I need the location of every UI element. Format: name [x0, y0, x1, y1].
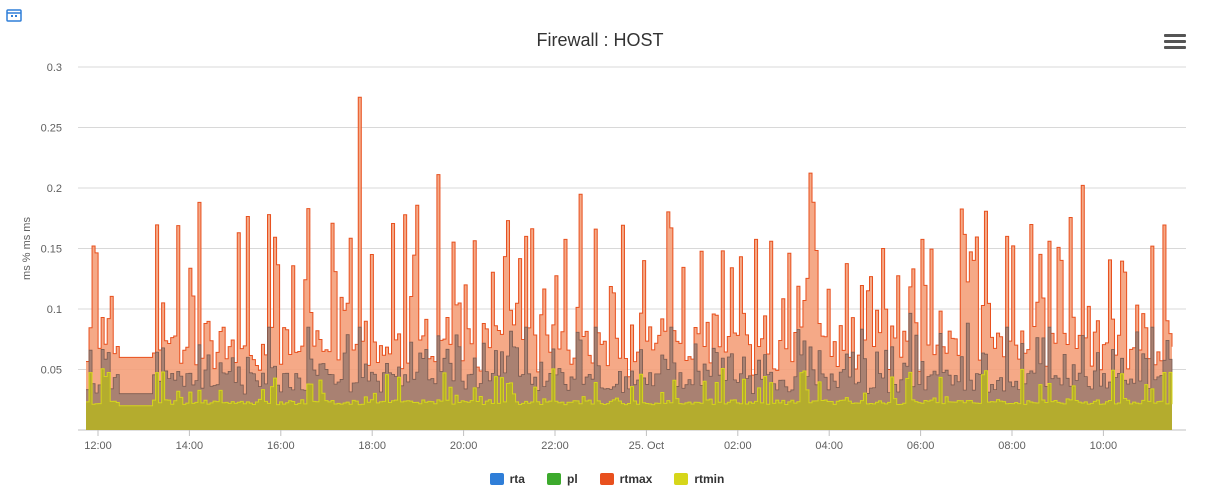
series-rtmax-area [86, 97, 1172, 430]
y-tick-label: 0.15 [41, 244, 62, 256]
legend-item-rtmax[interactable]: rtmax [599, 472, 653, 486]
x-tick-label: 08:00 [998, 440, 1026, 452]
x-tick-label: 12:00 [84, 440, 112, 452]
legend: rta pl rtmax rtmin [0, 472, 1214, 486]
x-tick-label: 20:00 [450, 440, 478, 452]
x-tick-label: 06:00 [907, 440, 935, 452]
x-tick-label: 02:00 [724, 440, 752, 452]
y-tick-label: 0.3 [47, 62, 62, 74]
x-tick-label: 16:00 [267, 440, 295, 452]
legend-label: pl [566, 472, 578, 486]
legend-label: rtmax [619, 472, 653, 486]
series-rtmax-line [86, 96, 1173, 378]
series-rtmin-area [86, 368, 1172, 430]
series-rta-line [86, 312, 1173, 395]
legend-item-pl[interactable]: pl [546, 472, 578, 486]
y-tick-label: 0.1 [47, 304, 62, 316]
legend-label: rta [509, 472, 525, 486]
x-tick-label: 10:00 [1090, 440, 1118, 452]
legend-swatch [546, 473, 561, 485]
legend-label: rtmin [694, 472, 725, 486]
hamburger-menu-icon[interactable] [1164, 34, 1186, 52]
x-tick-label: 18:00 [358, 440, 386, 452]
x-tick-label: 14:00 [176, 440, 204, 452]
y-tick-label: 0.25 [41, 123, 62, 135]
area-chart: 0.05 0.1 0.15 0.2 0.25 0.3 ms % ms ms 12:00 14:0… [21, 62, 1186, 452]
calendar-icon[interactable] [6, 8, 22, 22]
legend-swatch [599, 473, 614, 485]
x-tick-label: 04:00 [815, 440, 843, 452]
legend-item-rta[interactable]: rta [489, 472, 525, 486]
y-tick-label: 0.2 [47, 183, 62, 195]
x-tick-label: 25. Oct [629, 440, 664, 452]
y-axis-title: ms % ms ms [21, 217, 33, 280]
legend-swatch [674, 473, 689, 485]
y-tick-label: 0.05 [41, 365, 62, 377]
legend-item-rtmin[interactable]: rtmin [674, 472, 724, 486]
chart-title: Firewall : HOST [536, 30, 664, 50]
x-tick-label: 22:00 [541, 440, 569, 452]
series-rtmin-line [86, 368, 1173, 407]
legend-swatch [489, 473, 504, 485]
